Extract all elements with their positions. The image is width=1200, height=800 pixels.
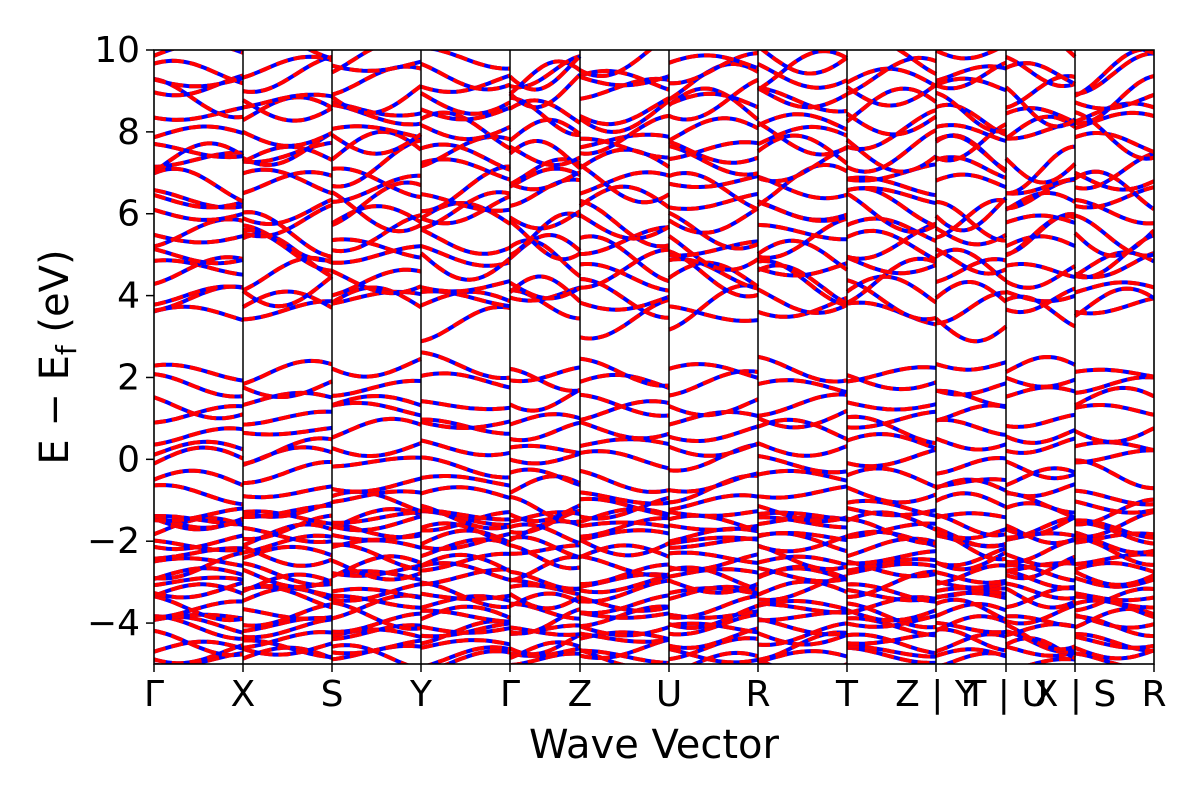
band-line-40-red xyxy=(154,180,1154,241)
y-tick-label-2: 6 xyxy=(117,194,140,235)
band-line-27-red xyxy=(154,414,1154,447)
y-tick-label-7: −4 xyxy=(87,603,140,644)
y-axis-label-unit: (eV) xyxy=(32,249,78,345)
x-tick-label-7: R xyxy=(745,674,770,715)
band-line-31-red xyxy=(154,350,1154,388)
y-tick-label-5: 0 xyxy=(117,439,140,480)
band-line-53-red xyxy=(154,50,1154,92)
x-tick-label-11: X | S xyxy=(1034,674,1117,715)
band-line-15-red xyxy=(154,536,1154,572)
band-line-39-red xyxy=(154,198,1154,262)
band-line-52-red xyxy=(154,50,1154,98)
band-line-34-red xyxy=(154,258,1154,315)
band-line-19-red xyxy=(154,507,1154,546)
band-line-21-red xyxy=(154,495,1154,531)
band-line-11-red xyxy=(154,566,1154,599)
band-line-13-red xyxy=(154,550,1154,587)
x-tick-label-4: Γ xyxy=(500,674,520,715)
x-tick-label-6: U xyxy=(656,674,682,715)
high-symmetry-lines xyxy=(242,50,1076,664)
x-tick-label-5: Z xyxy=(568,674,593,715)
band-lines xyxy=(154,50,1154,664)
y-axis-label: E − Ef (eV) xyxy=(32,249,83,464)
band-line-24-red xyxy=(154,458,1154,494)
y-tick-label-4: 2 xyxy=(117,357,140,398)
y-axis-label-main: E − E xyxy=(32,355,78,465)
band-line-49-red xyxy=(154,74,1154,134)
y-tick-label-6: −2 xyxy=(87,521,140,562)
x-tick-label-3: Y xyxy=(409,674,433,715)
x-tick-label-10: T | U xyxy=(963,674,1047,715)
band-line-43-red xyxy=(154,151,1154,214)
y-tick-label-1: 8 xyxy=(117,112,140,153)
x-tick-label-2: S xyxy=(321,674,344,715)
x-tick-label-1: X xyxy=(231,674,256,715)
band-line-29-red xyxy=(154,385,1154,421)
x-tick-label-8: T xyxy=(835,674,859,715)
y-tick-label-3: 4 xyxy=(117,276,140,317)
x-tick-label-9: Z | Y xyxy=(895,674,978,715)
band-line-42-red xyxy=(154,166,1154,213)
band-line-14-red xyxy=(154,543,1154,582)
band-line-45-red xyxy=(154,129,1154,185)
x-axis-label: Wave Vector xyxy=(529,722,780,768)
band-line-33-red xyxy=(154,277,1154,332)
y-axis-ticks: 10 8 6 4 2 0 −2 −4 xyxy=(87,30,154,644)
band-line-37-red xyxy=(154,223,1154,284)
x-tick-label-12: R xyxy=(1141,674,1166,715)
plot-frame xyxy=(153,49,1155,665)
band-line-26-red xyxy=(154,432,1154,466)
band-line-47-red xyxy=(154,108,1154,156)
x-tick-label-0: Γ xyxy=(144,674,164,715)
x-axis-ticks: Γ X S Y Γ Z U R T Z | YT | UX | S R xyxy=(144,664,1167,715)
band-line-42-blue xyxy=(154,166,1154,213)
y-axis-label-subscript: f xyxy=(50,344,83,355)
band-line-25-blue xyxy=(154,442,1154,481)
band-line-5-red xyxy=(154,611,1154,641)
band-line-25-red xyxy=(154,442,1154,481)
y-tick-label-0: 10 xyxy=(94,30,140,71)
